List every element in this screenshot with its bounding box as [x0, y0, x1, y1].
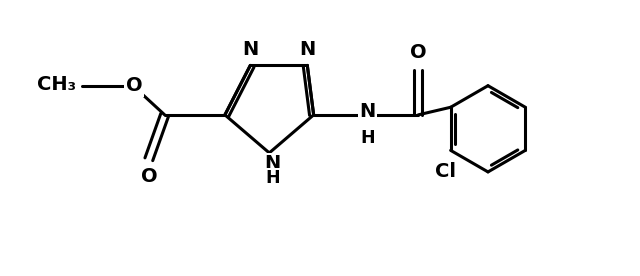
Text: O: O	[126, 76, 143, 95]
Text: N: N	[264, 154, 280, 173]
Text: O: O	[63, 76, 79, 95]
Text: H: H	[265, 169, 280, 187]
Text: O: O	[60, 76, 76, 95]
Text: N: N	[360, 102, 376, 121]
Text: O: O	[141, 167, 157, 186]
Text: CH₃: CH₃	[37, 75, 76, 94]
Text: O: O	[410, 43, 427, 62]
Text: Cl: Cl	[435, 162, 456, 181]
Text: N: N	[299, 40, 316, 59]
Text: N: N	[242, 40, 259, 59]
Text: H: H	[360, 129, 375, 147]
